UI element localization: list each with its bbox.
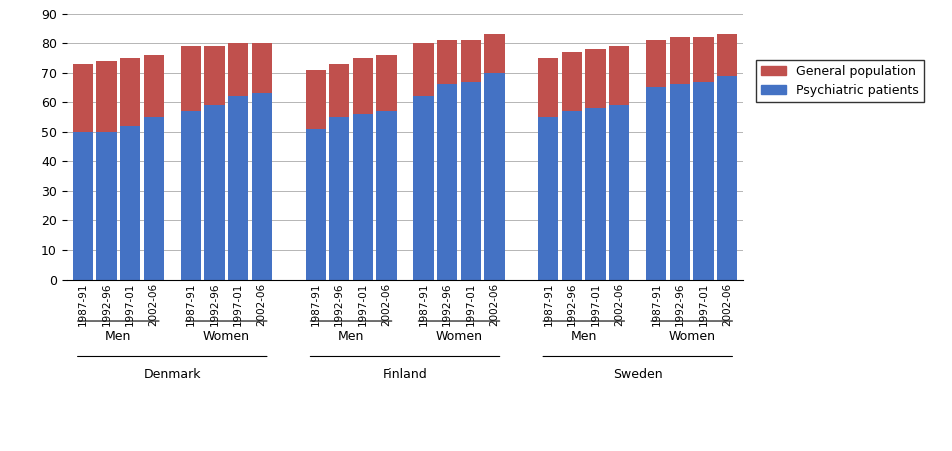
Bar bbox=[376, 55, 396, 111]
Bar bbox=[181, 46, 201, 111]
Bar bbox=[228, 97, 248, 280]
Bar bbox=[328, 117, 349, 280]
Bar bbox=[585, 49, 605, 108]
Bar bbox=[144, 55, 164, 117]
Text: Women: Women bbox=[435, 330, 482, 343]
Bar bbox=[608, 105, 628, 280]
Bar bbox=[538, 58, 558, 117]
Legend: General population, Psychiatric patients: General population, Psychiatric patients bbox=[756, 60, 923, 102]
Bar bbox=[413, 43, 433, 97]
Text: Finland: Finland bbox=[383, 368, 426, 381]
Bar bbox=[716, 34, 737, 76]
Bar bbox=[96, 61, 116, 132]
Bar bbox=[585, 108, 605, 280]
Bar bbox=[562, 111, 582, 280]
Bar bbox=[306, 129, 326, 280]
Bar bbox=[251, 43, 271, 93]
Bar bbox=[228, 43, 248, 97]
Bar bbox=[669, 37, 689, 84]
Bar bbox=[538, 117, 558, 280]
Bar bbox=[562, 52, 582, 111]
Bar bbox=[72, 64, 93, 132]
Bar bbox=[460, 40, 481, 82]
Bar bbox=[376, 111, 396, 280]
Bar bbox=[413, 97, 433, 280]
Bar bbox=[608, 46, 628, 105]
Bar bbox=[352, 58, 372, 114]
Bar bbox=[144, 117, 164, 280]
Text: Men: Men bbox=[338, 330, 364, 343]
Bar bbox=[306, 70, 326, 129]
Bar bbox=[204, 105, 225, 280]
Bar bbox=[120, 58, 140, 126]
Bar bbox=[484, 73, 504, 280]
Bar bbox=[120, 126, 140, 280]
Text: Denmark: Denmark bbox=[144, 368, 201, 381]
Bar bbox=[204, 46, 225, 105]
Bar bbox=[328, 64, 349, 117]
Text: Sweden: Sweden bbox=[612, 368, 662, 381]
Bar bbox=[72, 132, 93, 280]
Bar bbox=[251, 93, 271, 280]
Bar bbox=[352, 114, 372, 280]
Bar bbox=[669, 84, 689, 280]
Bar bbox=[437, 84, 457, 280]
Bar bbox=[716, 76, 737, 280]
Text: Men: Men bbox=[570, 330, 596, 343]
Bar bbox=[484, 34, 504, 73]
Bar bbox=[460, 82, 481, 280]
Text: Women: Women bbox=[203, 330, 249, 343]
Bar bbox=[645, 40, 665, 87]
Bar bbox=[96, 132, 116, 280]
Bar bbox=[437, 40, 457, 84]
Bar bbox=[693, 37, 713, 82]
Bar bbox=[181, 111, 201, 280]
Text: Men: Men bbox=[105, 330, 131, 343]
Text: Women: Women bbox=[667, 330, 715, 343]
Bar bbox=[693, 82, 713, 280]
Bar bbox=[645, 87, 665, 280]
